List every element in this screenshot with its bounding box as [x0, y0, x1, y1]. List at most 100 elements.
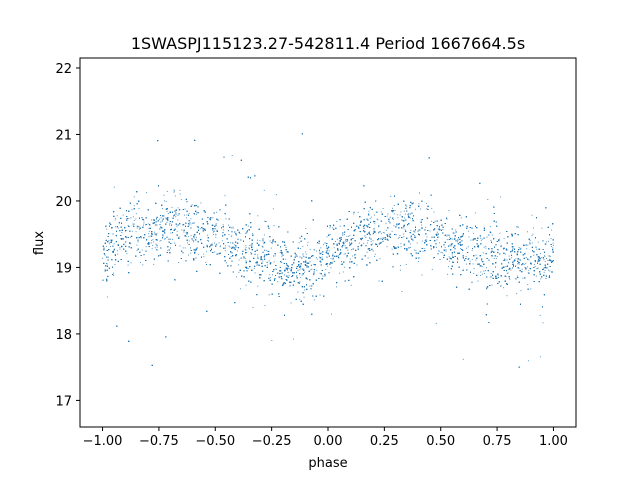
data-point — [186, 214, 188, 216]
data-point — [504, 258, 506, 260]
data-point — [148, 233, 150, 235]
data-point — [189, 221, 191, 223]
data-point — [421, 224, 423, 226]
data-point — [487, 199, 489, 200]
data-point — [127, 264, 129, 266]
data-point — [151, 219, 153, 221]
data-point — [342, 271, 344, 273]
data-point — [524, 244, 526, 246]
data-point — [174, 242, 176, 244]
data-point — [508, 277, 510, 279]
data-point — [480, 271, 482, 273]
data-point — [431, 220, 433, 222]
data-point — [328, 252, 329, 254]
data-point — [368, 214, 370, 216]
data-point — [164, 238, 166, 240]
data-point — [459, 242, 460, 243]
data-point — [309, 248, 311, 250]
data-point — [435, 322, 437, 324]
data-point — [370, 241, 372, 243]
data-point — [119, 248, 121, 250]
data-point — [418, 203, 420, 205]
data-point — [328, 245, 330, 247]
data-point — [400, 211, 402, 213]
data-point — [519, 263, 521, 265]
data-point — [225, 218, 227, 220]
data-point — [520, 290, 522, 292]
data-point — [135, 231, 137, 233]
data-point — [183, 224, 185, 226]
data-point — [405, 263, 407, 265]
data-point — [181, 229, 183, 231]
data-point — [505, 266, 507, 268]
scatter-points — [102, 133, 554, 368]
data-point — [524, 267, 526, 268]
data-point — [500, 246, 502, 248]
data-point — [193, 234, 195, 236]
data-point — [410, 243, 412, 245]
data-point — [481, 266, 483, 268]
data-point — [166, 191, 168, 192]
data-point — [249, 245, 251, 246]
data-point — [188, 240, 190, 242]
data-point — [460, 248, 462, 249]
data-point — [507, 272, 509, 274]
data-point — [249, 248, 250, 250]
data-point — [177, 219, 179, 221]
data-point — [273, 261, 275, 263]
data-point — [546, 258, 547, 259]
data-point — [132, 224, 134, 226]
data-point — [503, 237, 505, 239]
data-point — [481, 273, 483, 275]
data-point — [410, 213, 412, 215]
data-point — [548, 240, 549, 242]
data-point — [506, 295, 508, 297]
data-point — [257, 254, 259, 256]
data-point — [290, 302, 292, 304]
data-point — [262, 260, 264, 262]
data-point — [533, 264, 535, 265]
data-point — [535, 261, 536, 263]
data-point — [152, 245, 153, 247]
data-point — [122, 238, 123, 240]
data-point — [481, 260, 483, 262]
data-point — [238, 264, 240, 266]
data-point — [333, 260, 335, 262]
data-point — [113, 274, 114, 276]
data-point — [472, 263, 474, 265]
data-point — [245, 260, 247, 262]
data-point — [272, 274, 273, 276]
data-point — [287, 272, 289, 274]
data-point — [110, 245, 111, 247]
data-point — [306, 265, 308, 267]
data-point — [304, 289, 306, 291]
data-point — [185, 231, 187, 233]
data-point — [299, 298, 301, 300]
data-point — [347, 239, 349, 241]
data-point — [216, 229, 218, 231]
data-point — [156, 224, 158, 226]
data-point — [374, 230, 376, 232]
data-point — [437, 228, 439, 230]
data-point — [403, 210, 405, 212]
data-point — [302, 245, 304, 247]
data-point — [244, 248, 246, 250]
data-point — [267, 261, 269, 263]
data-point — [299, 281, 301, 283]
data-point — [455, 229, 457, 231]
data-point — [274, 255, 276, 257]
data-point — [418, 261, 419, 262]
data-point — [115, 217, 117, 219]
data-point — [485, 247, 487, 249]
data-point — [408, 241, 410, 243]
data-point — [527, 360, 529, 362]
data-point — [415, 208, 416, 210]
data-point — [496, 256, 498, 258]
data-point — [230, 242, 231, 244]
data-point — [207, 234, 209, 236]
data-point — [285, 247, 287, 248]
data-point — [309, 285, 311, 287]
data-point — [481, 238, 483, 240]
data-point — [106, 263, 107, 264]
data-point — [436, 239, 438, 241]
